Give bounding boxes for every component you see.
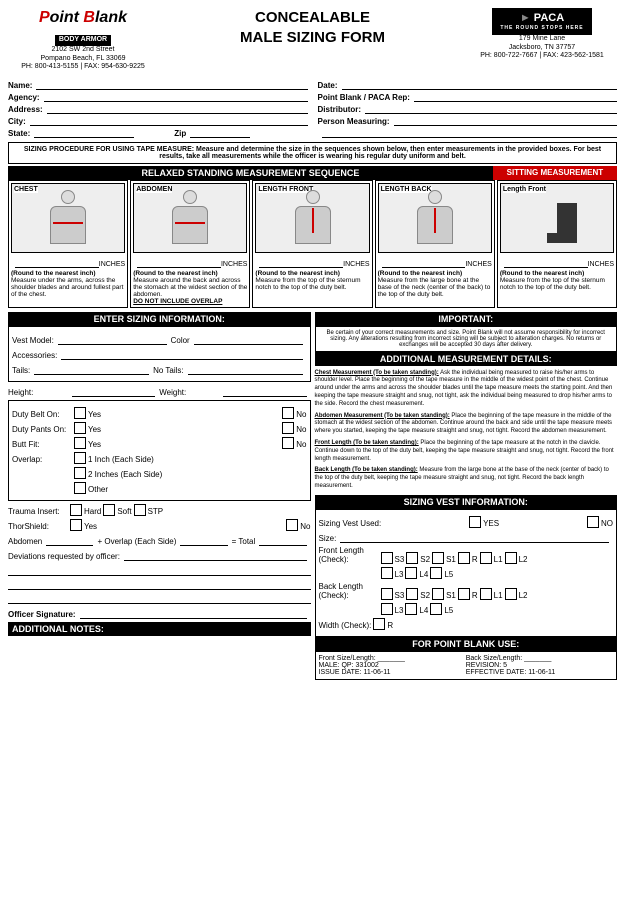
- butt-no-checkbox[interactable]: [282, 437, 294, 449]
- city-field[interactable]: [30, 114, 308, 126]
- date-field[interactable]: [342, 78, 617, 90]
- trauma-soft-checkbox[interactable]: [103, 504, 115, 516]
- logo-left: Point BlankBODY ARMOR 2102 SW 2nd Street…: [8, 8, 158, 72]
- sizing-header: ENTER SIZING INFORMATION:: [8, 312, 311, 326]
- thor-yes-checkbox[interactable]: [70, 519, 82, 531]
- address-field[interactable]: [47, 102, 308, 114]
- vest-yes-checkbox[interactable]: [469, 516, 481, 528]
- logo-right: ► PACATHE ROUND STOPS HERE 179 Mine Lane…: [467, 8, 617, 60]
- dutybelt-no-checkbox[interactable]: [282, 407, 294, 419]
- overlap-1-checkbox[interactable]: [74, 452, 86, 464]
- butt-yes-checkbox[interactable]: [74, 437, 86, 449]
- notes-header: ADDITIONAL NOTES:: [8, 622, 311, 636]
- diagram-box: LENGTH BACKINCHES(Round to the nearest i…: [375, 180, 495, 308]
- procedure-text: SIZING PROCEDURE FOR USING TAPE MEASURE:…: [8, 142, 617, 164]
- sequence-header: RELAXED STANDING MEASUREMENT SEQUENCE SI…: [8, 166, 617, 180]
- rep-field[interactable]: [414, 90, 617, 102]
- info-section: Name:Date: Agency:Point Blank / PACA Rep…: [8, 78, 617, 138]
- diagram-box: LENGTH FRONTINCHES(Round to the nearest …: [252, 180, 372, 308]
- agency-field[interactable]: [44, 90, 308, 102]
- diagram-box: CHESTINCHES(Round to the nearest inch)Me…: [8, 180, 128, 308]
- page-title: CONCEALABLE MALE SIZING FORM: [240, 8, 385, 47]
- person-field[interactable]: [394, 114, 617, 126]
- pbuse-header: FOR POINT BLANK USE:: [315, 637, 618, 651]
- important-header: IMPORTANT:: [315, 312, 618, 326]
- sizing-box: Vest Model:Color Accessories: Tails:No T…: [8, 326, 311, 382]
- diagram-box: ABDOMENINCHES(Round to the nearest inch)…: [130, 180, 250, 308]
- distributor-field[interactable]: [365, 102, 617, 114]
- zip-field[interactable]: [190, 126, 250, 138]
- state-field[interactable]: [34, 126, 134, 138]
- thor-no-checkbox[interactable]: [286, 519, 298, 531]
- vest-header: SIZING VEST INFORMATION:: [315, 495, 618, 509]
- trauma-hard-checkbox[interactable]: [70, 504, 82, 516]
- details-header: ADDITIONAL MEASUREMENT DETAILS:: [315, 352, 618, 366]
- dutypants-no-checkbox[interactable]: [282, 422, 294, 434]
- name-field[interactable]: [36, 78, 307, 90]
- diagram-box: Length FrontINCHES(Round to the nearest …: [497, 180, 617, 308]
- dutybelt-yes-checkbox[interactable]: [74, 407, 86, 419]
- footer-box: Front Size/Length: _______ MALE: QP: 331…: [315, 651, 618, 680]
- header: Point BlankBODY ARMOR 2102 SW 2nd Street…: [8, 8, 617, 72]
- diagram-row: CHESTINCHES(Round to the nearest inch)Me…: [8, 180, 617, 308]
- vest-no-checkbox[interactable]: [587, 516, 599, 528]
- dutypants-yes-checkbox[interactable]: [74, 422, 86, 434]
- overlap-other-checkbox[interactable]: [74, 482, 86, 494]
- trauma-stp-checkbox[interactable]: [134, 504, 146, 516]
- signature-field[interactable]: [80, 607, 307, 619]
- important-text: Be certain of your correct measurements …: [315, 326, 618, 352]
- overlap-2-checkbox[interactable]: [74, 467, 86, 479]
